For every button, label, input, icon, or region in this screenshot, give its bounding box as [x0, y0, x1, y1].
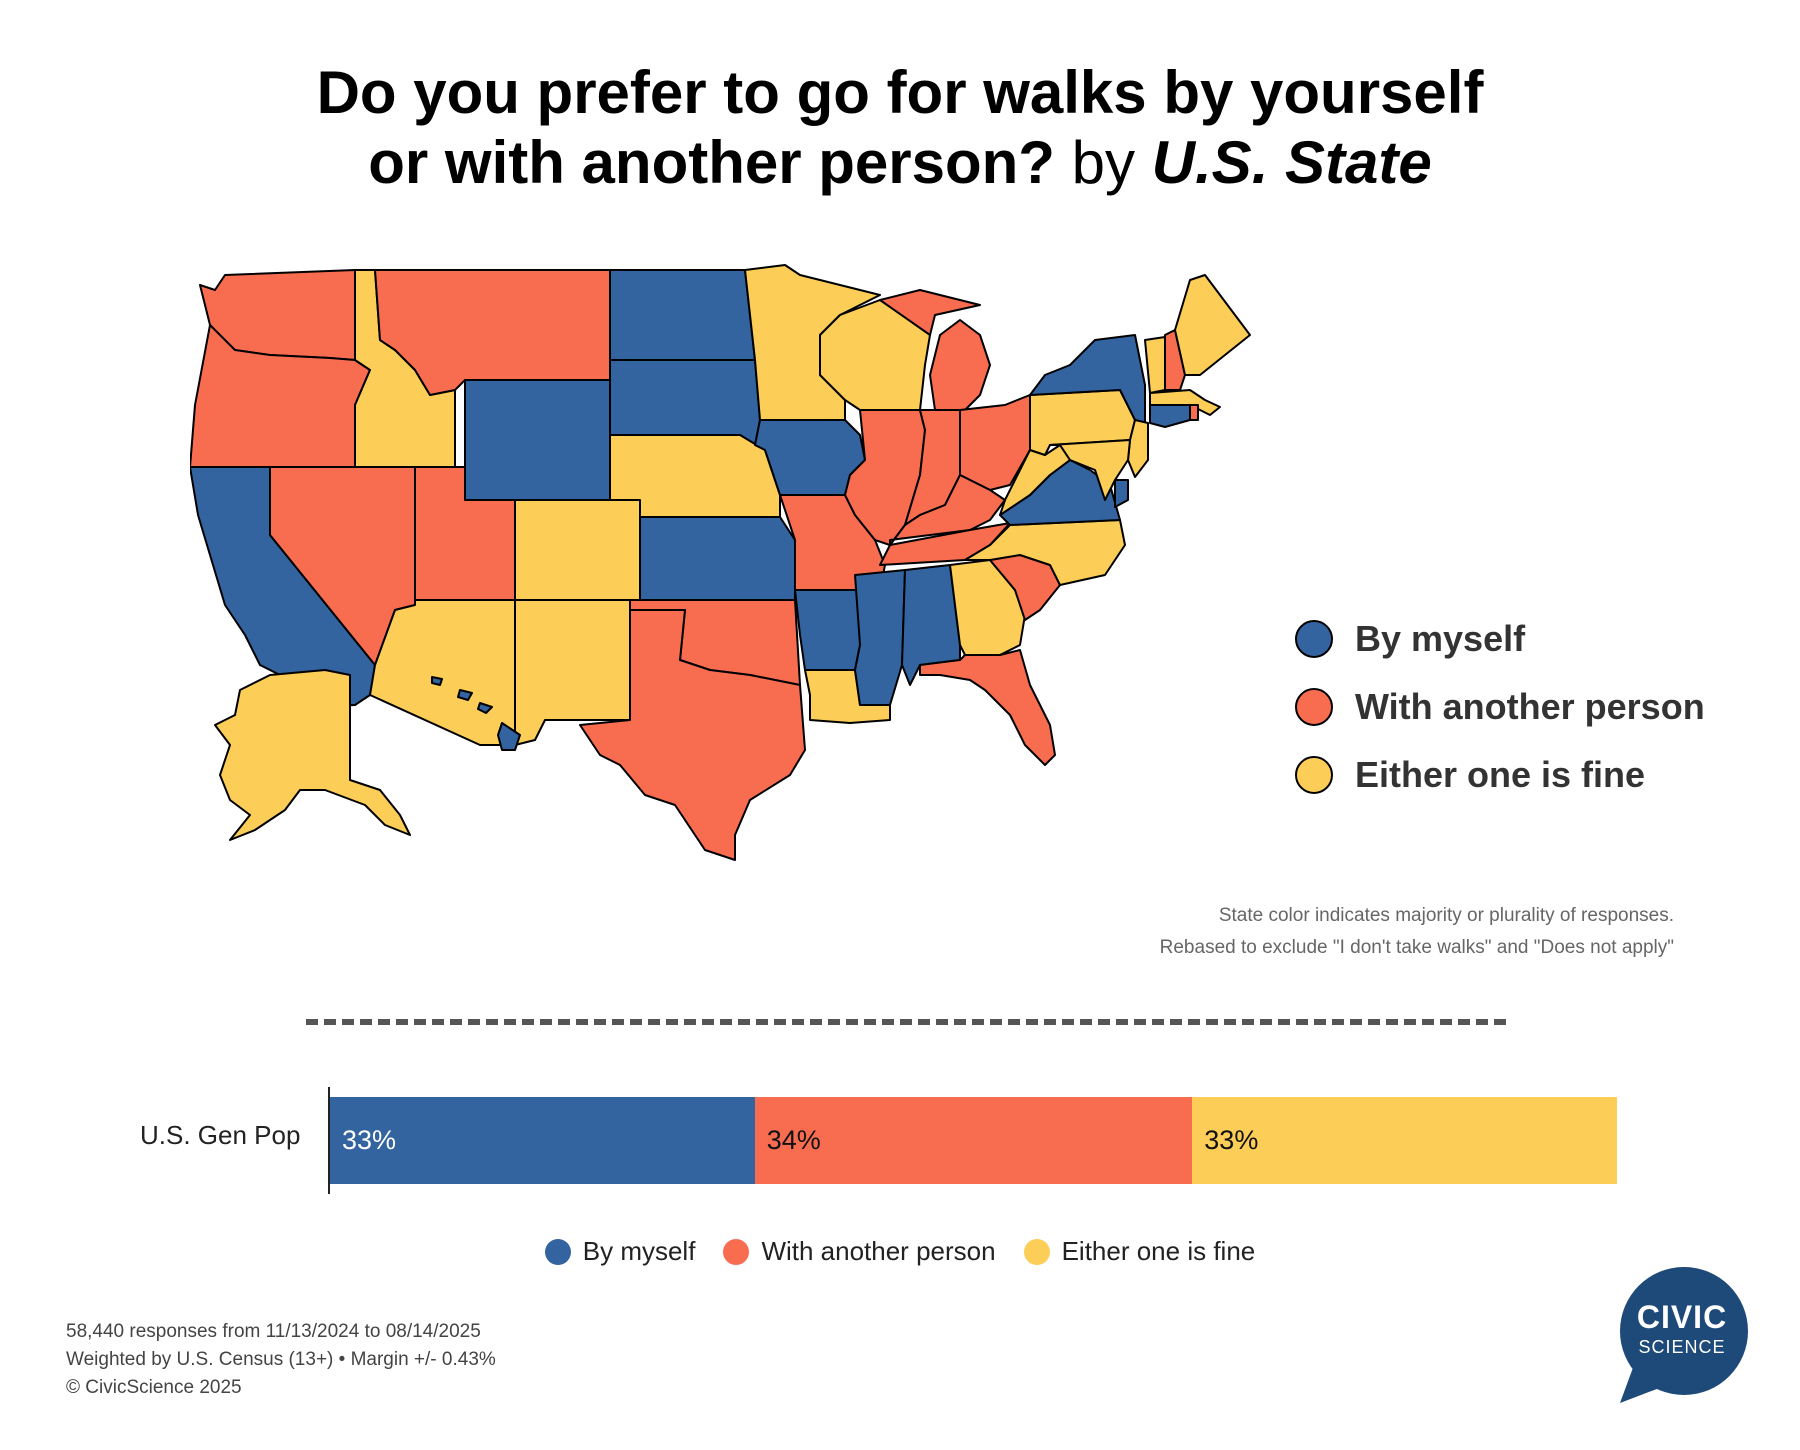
logo-word-civic: CIVIC	[1636, 1299, 1728, 1335]
bar-segment-by-myself: 33%	[330, 1097, 755, 1184]
title-by: by	[1071, 129, 1135, 196]
map-notes: State color indicates majority or plural…	[974, 900, 1674, 964]
map-legend-item-either: Either one is fine	[1295, 741, 1705, 809]
bar-segment-with-another: 34%	[754, 1097, 1193, 1184]
state-ak[interactable]	[214, 669, 411, 841]
state-az[interactable]	[369, 599, 516, 746]
state-co[interactable]	[514, 499, 641, 601]
state-de[interactable]	[1114, 479, 1129, 508]
state-vt[interactable]	[1144, 336, 1166, 394]
footer-copyright: © CivicScience 2025	[66, 1377, 242, 1398]
state-wy[interactable]	[464, 379, 611, 501]
section-divider	[306, 1019, 1506, 1025]
bar-legend-item-either: Either one is fine	[1023, 1236, 1256, 1267]
bar-value-label: 33%	[342, 1125, 397, 1155]
legend-label: Either one is fine	[1355, 754, 1646, 795]
state-ny[interactable]	[1029, 334, 1146, 426]
bar-legend-item-with-another: With another person	[723, 1236, 996, 1267]
map-legend: By myself With another person Either one…	[1295, 605, 1705, 809]
civicscience-logo: CIVIC SCIENCE	[1612, 1265, 1752, 1405]
gen-pop-label: U.S. Gen Pop	[140, 1120, 301, 1150]
bar-value-label: 34%	[766, 1125, 821, 1155]
title-dimension: U.S. State	[1151, 129, 1432, 196]
footer-responses: 58,440 responses from 11/13/2024 to 08/1…	[66, 1321, 481, 1342]
footer: 58,440 responses from 11/13/2024 to 08/1…	[66, 1318, 496, 1402]
title-line-2: or with another person? by U.S. State	[0, 128, 1800, 198]
bar-axis	[328, 1087, 330, 1194]
logo-word-science: SCIENCE	[1638, 1337, 1726, 1357]
state-sd[interactable]	[609, 359, 761, 446]
bar-legend-item-by-myself: By myself	[544, 1236, 696, 1267]
logo-bubble-icon	[1620, 1267, 1748, 1403]
state-nh[interactable]	[1164, 329, 1186, 391]
legend-label: By myself	[1355, 618, 1526, 659]
map-legend-item-by-myself: By myself	[1295, 605, 1705, 673]
legend-label: By myself	[582, 1236, 696, 1266]
state-md[interactable]	[1049, 439, 1131, 501]
legend-swatch	[1023, 1238, 1050, 1265]
legend-swatch	[544, 1238, 571, 1265]
legend-swatch	[1295, 688, 1333, 726]
state-me[interactable]	[1174, 274, 1251, 376]
state-ks[interactable]	[639, 516, 796, 601]
note-line-2: Rebased to exclude "I don't take walks" …	[1159, 937, 1674, 958]
state-fl[interactable]	[919, 649, 1056, 766]
chart-title: Do you prefer to go for walks by yoursel…	[0, 58, 1800, 198]
title-line-1: Do you prefer to go for walks by yoursel…	[316, 59, 1484, 126]
bar-value-label: 33%	[1204, 1125, 1259, 1155]
title-question-end: or with another person?	[368, 129, 1055, 196]
state-hi[interactable]	[431, 676, 521, 751]
bar-legend: By myself With another person Either one…	[0, 1236, 1800, 1267]
legend-label: With another person	[1355, 686, 1705, 727]
note-line-1: State color indicates majority or plural…	[1218, 905, 1674, 926]
state-nc[interactable]	[964, 519, 1126, 586]
legend-swatch	[723, 1238, 750, 1265]
us-state-map	[190, 264, 1251, 861]
map-legend-item-with-another: With another person	[1295, 673, 1705, 741]
state-mi[interactable]	[879, 289, 991, 411]
legend-swatch	[1295, 620, 1333, 658]
state-tx[interactable]	[579, 609, 806, 861]
state-ct[interactable]	[1149, 404, 1191, 428]
footer-weighting: Weighted by U.S. Census (13+) • Margin +…	[66, 1349, 496, 1370]
legend-label: With another person	[761, 1236, 996, 1266]
state-ms[interactable]	[854, 569, 906, 706]
state-nd[interactable]	[609, 269, 756, 361]
bar-segment-either: 33%	[1192, 1097, 1617, 1184]
state-ri[interactable]	[1189, 404, 1199, 421]
legend-swatch	[1295, 756, 1333, 794]
legend-label: Either one is fine	[1061, 1236, 1256, 1266]
